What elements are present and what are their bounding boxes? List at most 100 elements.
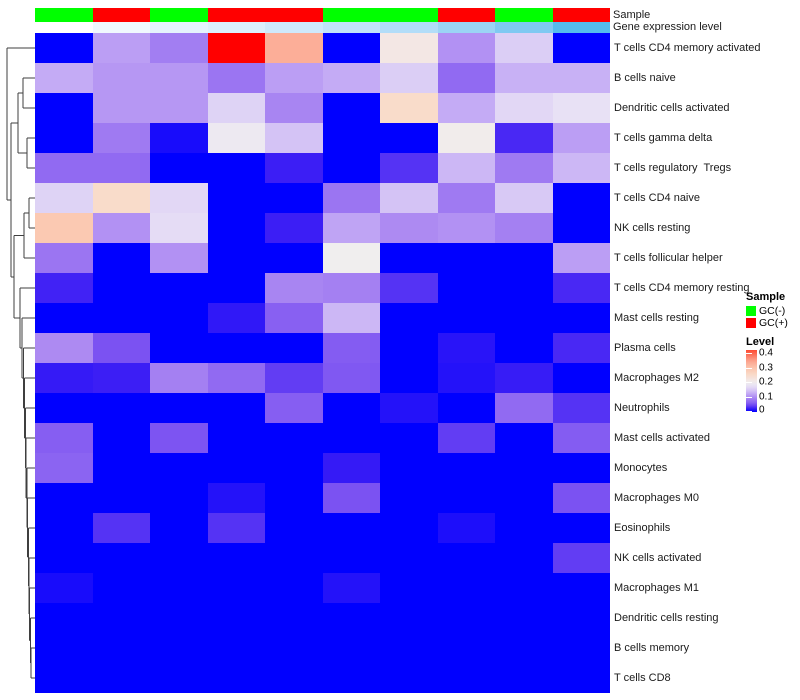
expression-annotation-cell xyxy=(150,22,208,33)
heatmap-cell xyxy=(552,423,610,453)
heatmap-cell xyxy=(437,483,495,513)
heatmap-cell xyxy=(322,423,380,453)
heatmap-cell xyxy=(92,243,150,273)
heatmap-cell xyxy=(92,393,150,423)
heatmap-cell xyxy=(207,423,265,453)
heatmap-cell xyxy=(150,663,208,693)
heatmap-cell xyxy=(92,453,150,483)
heatmap-cell xyxy=(35,363,93,393)
expression-annotation-cell xyxy=(437,22,495,33)
heatmap-cell xyxy=(150,273,208,303)
heatmap-cell xyxy=(92,213,150,243)
legend-sample-items: GC(-) GC(+) xyxy=(746,305,800,329)
heatmap-cell xyxy=(552,213,610,243)
heatmap-cell xyxy=(35,483,93,513)
heatmap-cell xyxy=(150,573,208,603)
heatmap-cell xyxy=(552,603,610,633)
heatmap-cell xyxy=(35,633,93,663)
heatmap-cell xyxy=(265,93,323,123)
heatmap-cell xyxy=(265,123,323,153)
heatmap-cell xyxy=(265,483,323,513)
heatmap-cell xyxy=(380,453,438,483)
legend-level-tick xyxy=(746,382,752,384)
heatmap-cell xyxy=(207,123,265,153)
heatmap-cell xyxy=(207,93,265,123)
heatmap-cell xyxy=(265,183,323,213)
heatmap-cell xyxy=(552,573,610,603)
heatmap-cell xyxy=(552,183,610,213)
heatmap-cell xyxy=(265,333,323,363)
heatmap-cell xyxy=(207,273,265,303)
heatmap-cell xyxy=(150,483,208,513)
sample-annotation-cell xyxy=(207,8,265,22)
row-label: NK cells resting xyxy=(614,222,691,234)
heatmap-cell xyxy=(207,183,265,213)
heatmap-cell xyxy=(437,363,495,393)
legend-colorbar xyxy=(746,350,757,412)
legend-sample-item: GC(+) xyxy=(746,317,800,329)
heatmap-cell xyxy=(552,303,610,333)
expression-annotation-label: Gene expression level xyxy=(613,21,722,33)
heatmap-cell xyxy=(35,273,93,303)
heatmap-cell xyxy=(150,123,208,153)
heatmap-cell xyxy=(150,303,208,333)
heatmap-cell xyxy=(92,363,150,393)
heatmap-cell xyxy=(322,453,380,483)
heatmap-cell xyxy=(322,93,380,123)
heatmap-cell xyxy=(437,423,495,453)
heatmap-cell xyxy=(437,573,495,603)
sample-annotation-cell xyxy=(35,8,93,22)
heatmap-cell xyxy=(380,63,438,93)
heatmap-cell xyxy=(380,303,438,333)
heatmap-cell xyxy=(207,33,265,63)
heatmap-cell xyxy=(552,333,610,363)
heatmap-cell xyxy=(150,603,208,633)
heatmap-cell xyxy=(35,183,93,213)
legend-level-tick xyxy=(746,411,752,412)
heatmap-cell xyxy=(437,453,495,483)
heatmap-cell xyxy=(322,363,380,393)
heatmap-cell xyxy=(92,333,150,363)
heatmap-cell xyxy=(552,273,610,303)
heatmap-cell xyxy=(35,573,93,603)
heatmap-cell xyxy=(552,153,610,183)
row-label: T cells regulatory Tregs xyxy=(614,162,732,174)
legend-level-tick xyxy=(746,367,752,369)
heatmap-cell xyxy=(495,423,553,453)
sample-annotation-bar xyxy=(35,8,610,22)
heatmap-cell xyxy=(265,573,323,603)
heatmap-cell xyxy=(495,153,553,183)
row-label-column: T cells CD4 memory activated B cells naiv… xyxy=(614,33,761,693)
heatmap-cell xyxy=(150,453,208,483)
heatmap-cell xyxy=(552,543,610,573)
heatmap-cell xyxy=(35,33,93,63)
heatmap-cell xyxy=(35,513,93,543)
heatmap-cell xyxy=(495,393,553,423)
heatmap-cell xyxy=(150,183,208,213)
legend-level-tick-label: 0 xyxy=(759,404,765,416)
heatmap-cell xyxy=(322,303,380,333)
sample-annotation-cell xyxy=(380,8,438,22)
legend-level-tick-label: 0.1 xyxy=(759,391,773,403)
heatmap-cell xyxy=(35,153,93,183)
heatmap-cell xyxy=(437,303,495,333)
heatmap-cell xyxy=(35,333,93,363)
heatmap-cell xyxy=(322,213,380,243)
heatmap-cell xyxy=(495,603,553,633)
legend-level-tick xyxy=(746,352,752,354)
heatmap-cell xyxy=(380,663,438,693)
heatmap-cell xyxy=(552,633,610,663)
heatmap-cell xyxy=(380,513,438,543)
heatmap-cell xyxy=(495,633,553,663)
heatmap-cell xyxy=(437,663,495,693)
row-label: T cells CD4 memory resting xyxy=(614,282,750,294)
heatmap-cell xyxy=(380,573,438,603)
heatmap-cell xyxy=(552,363,610,393)
expression-annotation-bar xyxy=(35,22,610,33)
row-label: T cells CD4 naive xyxy=(614,192,700,204)
heatmap-cell xyxy=(437,543,495,573)
heatmap-cell xyxy=(207,483,265,513)
row-label: Dendritic cells activated xyxy=(614,102,730,114)
